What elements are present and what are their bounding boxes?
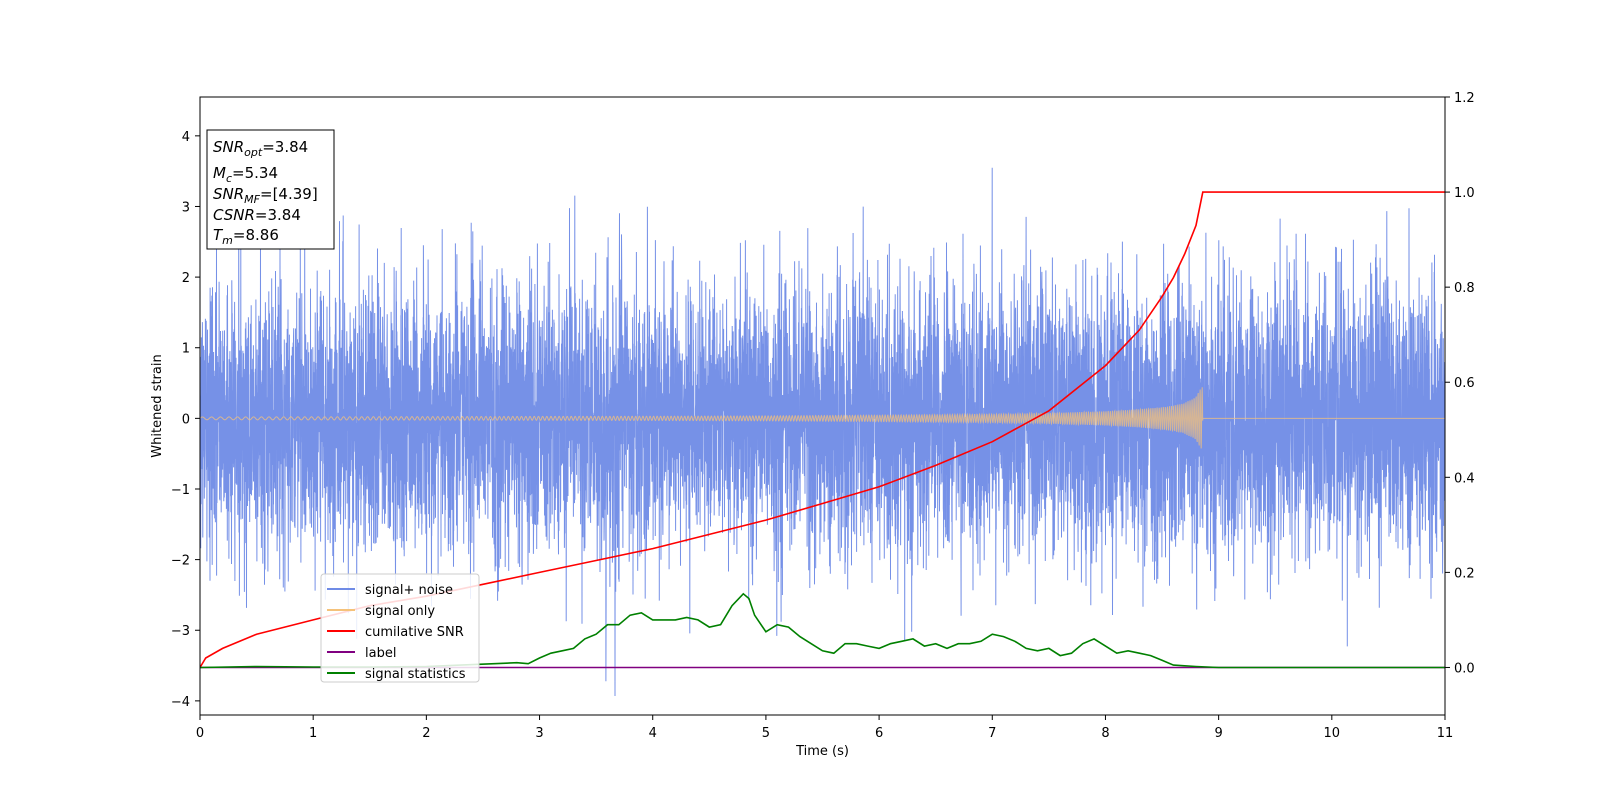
legend-entry: signal+ noise: [365, 583, 453, 598]
x-tick-label: 9: [1214, 726, 1222, 741]
series-signal-noise-line: [200, 167, 1445, 697]
x-axis: 0 1 2 3 4 5 6 7 8 9 10 11: [196, 715, 1453, 741]
x-tick-label: 6: [875, 726, 883, 741]
y-axis-left: −4 −3 −2 −1 0 1 2 3 4: [171, 130, 200, 710]
series-signal-only-line: [200, 387, 1445, 449]
x-axis-label: Time (s): [795, 744, 849, 759]
x-tick-label: 0: [196, 726, 204, 741]
x-tick-label: 11: [1437, 726, 1454, 741]
x-tick-label: 7: [988, 726, 996, 741]
annotation-line: Tm=8.86: [213, 226, 279, 247]
y-tick-label: 0: [182, 412, 190, 427]
legend-frame: [320, 573, 480, 683]
y-tick-label: 1: [182, 342, 190, 357]
annotation-subscript: c: [226, 172, 232, 185]
y2-tick-label: 0.2: [1454, 566, 1475, 581]
annotation-line: CSNR=3.84: [213, 206, 301, 224]
annotation-line: SNRopt=3.84: [213, 138, 308, 159]
y-tick-label: −1: [171, 483, 190, 498]
y-tick-label: −2: [171, 554, 190, 569]
y-axis-label: Whitened strain: [150, 354, 165, 457]
x-tick-label: 3: [535, 726, 543, 741]
series-signal-statistics-line: [200, 592, 1445, 669]
legend: signal+ noise signal only cumilative SNR la…: [320, 573, 480, 683]
annotation-value: =[4.39]: [260, 185, 318, 203]
annotation-subscript: opt: [244, 146, 263, 159]
annotation-frame: [206, 129, 335, 250]
annotation-symbol: M: [213, 164, 226, 182]
legend-entry: label: [365, 646, 396, 661]
y-axis-right: 0.0 0.2 0.4 0.6 0.8 1.0 1.2: [1445, 91, 1475, 676]
annotation-value: =3.84: [262, 138, 308, 156]
y-tick-label: −4: [171, 695, 190, 710]
y-tick-label: 2: [182, 271, 190, 286]
legend-entry: signal statistics: [365, 667, 466, 682]
y2-tick-label: 0.0: [1454, 661, 1475, 676]
y2-tick-label: 0.6: [1454, 376, 1475, 391]
annotation-value: =3.84: [255, 206, 301, 224]
annotation-symbol: SNR: [213, 185, 244, 203]
annotation-subscript: MF: [244, 193, 260, 206]
x-tick-label: 4: [649, 726, 657, 741]
x-tick-label: 2: [422, 726, 430, 741]
y2-tick-label: 1.0: [1454, 186, 1475, 201]
annotation-line: SNRMF=[4.39]: [213, 185, 318, 206]
x-tick-label: 8: [1101, 726, 1109, 741]
x-tick-label: 10: [1324, 726, 1341, 741]
x-tick-label: 5: [762, 726, 770, 741]
annotation-symbol: CSNR: [213, 206, 255, 224]
annotation-box: SNRopt=3.84Mc=5.34SNRMF=[4.39]CSNR=3.84T…: [206, 129, 335, 250]
x-tick-label: 1: [309, 726, 317, 741]
plot-frame: [199, 96, 1446, 716]
annotation-value: =8.86: [233, 226, 279, 244]
y2-tick-label: 1.2: [1454, 91, 1475, 106]
legend-entry: cumilative SNR: [365, 625, 464, 640]
annotation-subscript: m: [222, 234, 233, 247]
y2-tick-label: 0.4: [1454, 471, 1475, 486]
legend-entry: signal only: [365, 604, 435, 619]
annotation-line: Mc=5.34: [213, 164, 278, 185]
annotation-symbol: T: [213, 226, 224, 244]
annotation-symbol: SNR: [213, 138, 244, 156]
y2-tick-label: 0.8: [1454, 281, 1475, 296]
y-tick-label: 4: [182, 130, 190, 145]
y-tick-label: 3: [182, 200, 190, 215]
y-tick-label: −3: [171, 624, 190, 639]
annotation-value: =5.34: [232, 164, 278, 182]
